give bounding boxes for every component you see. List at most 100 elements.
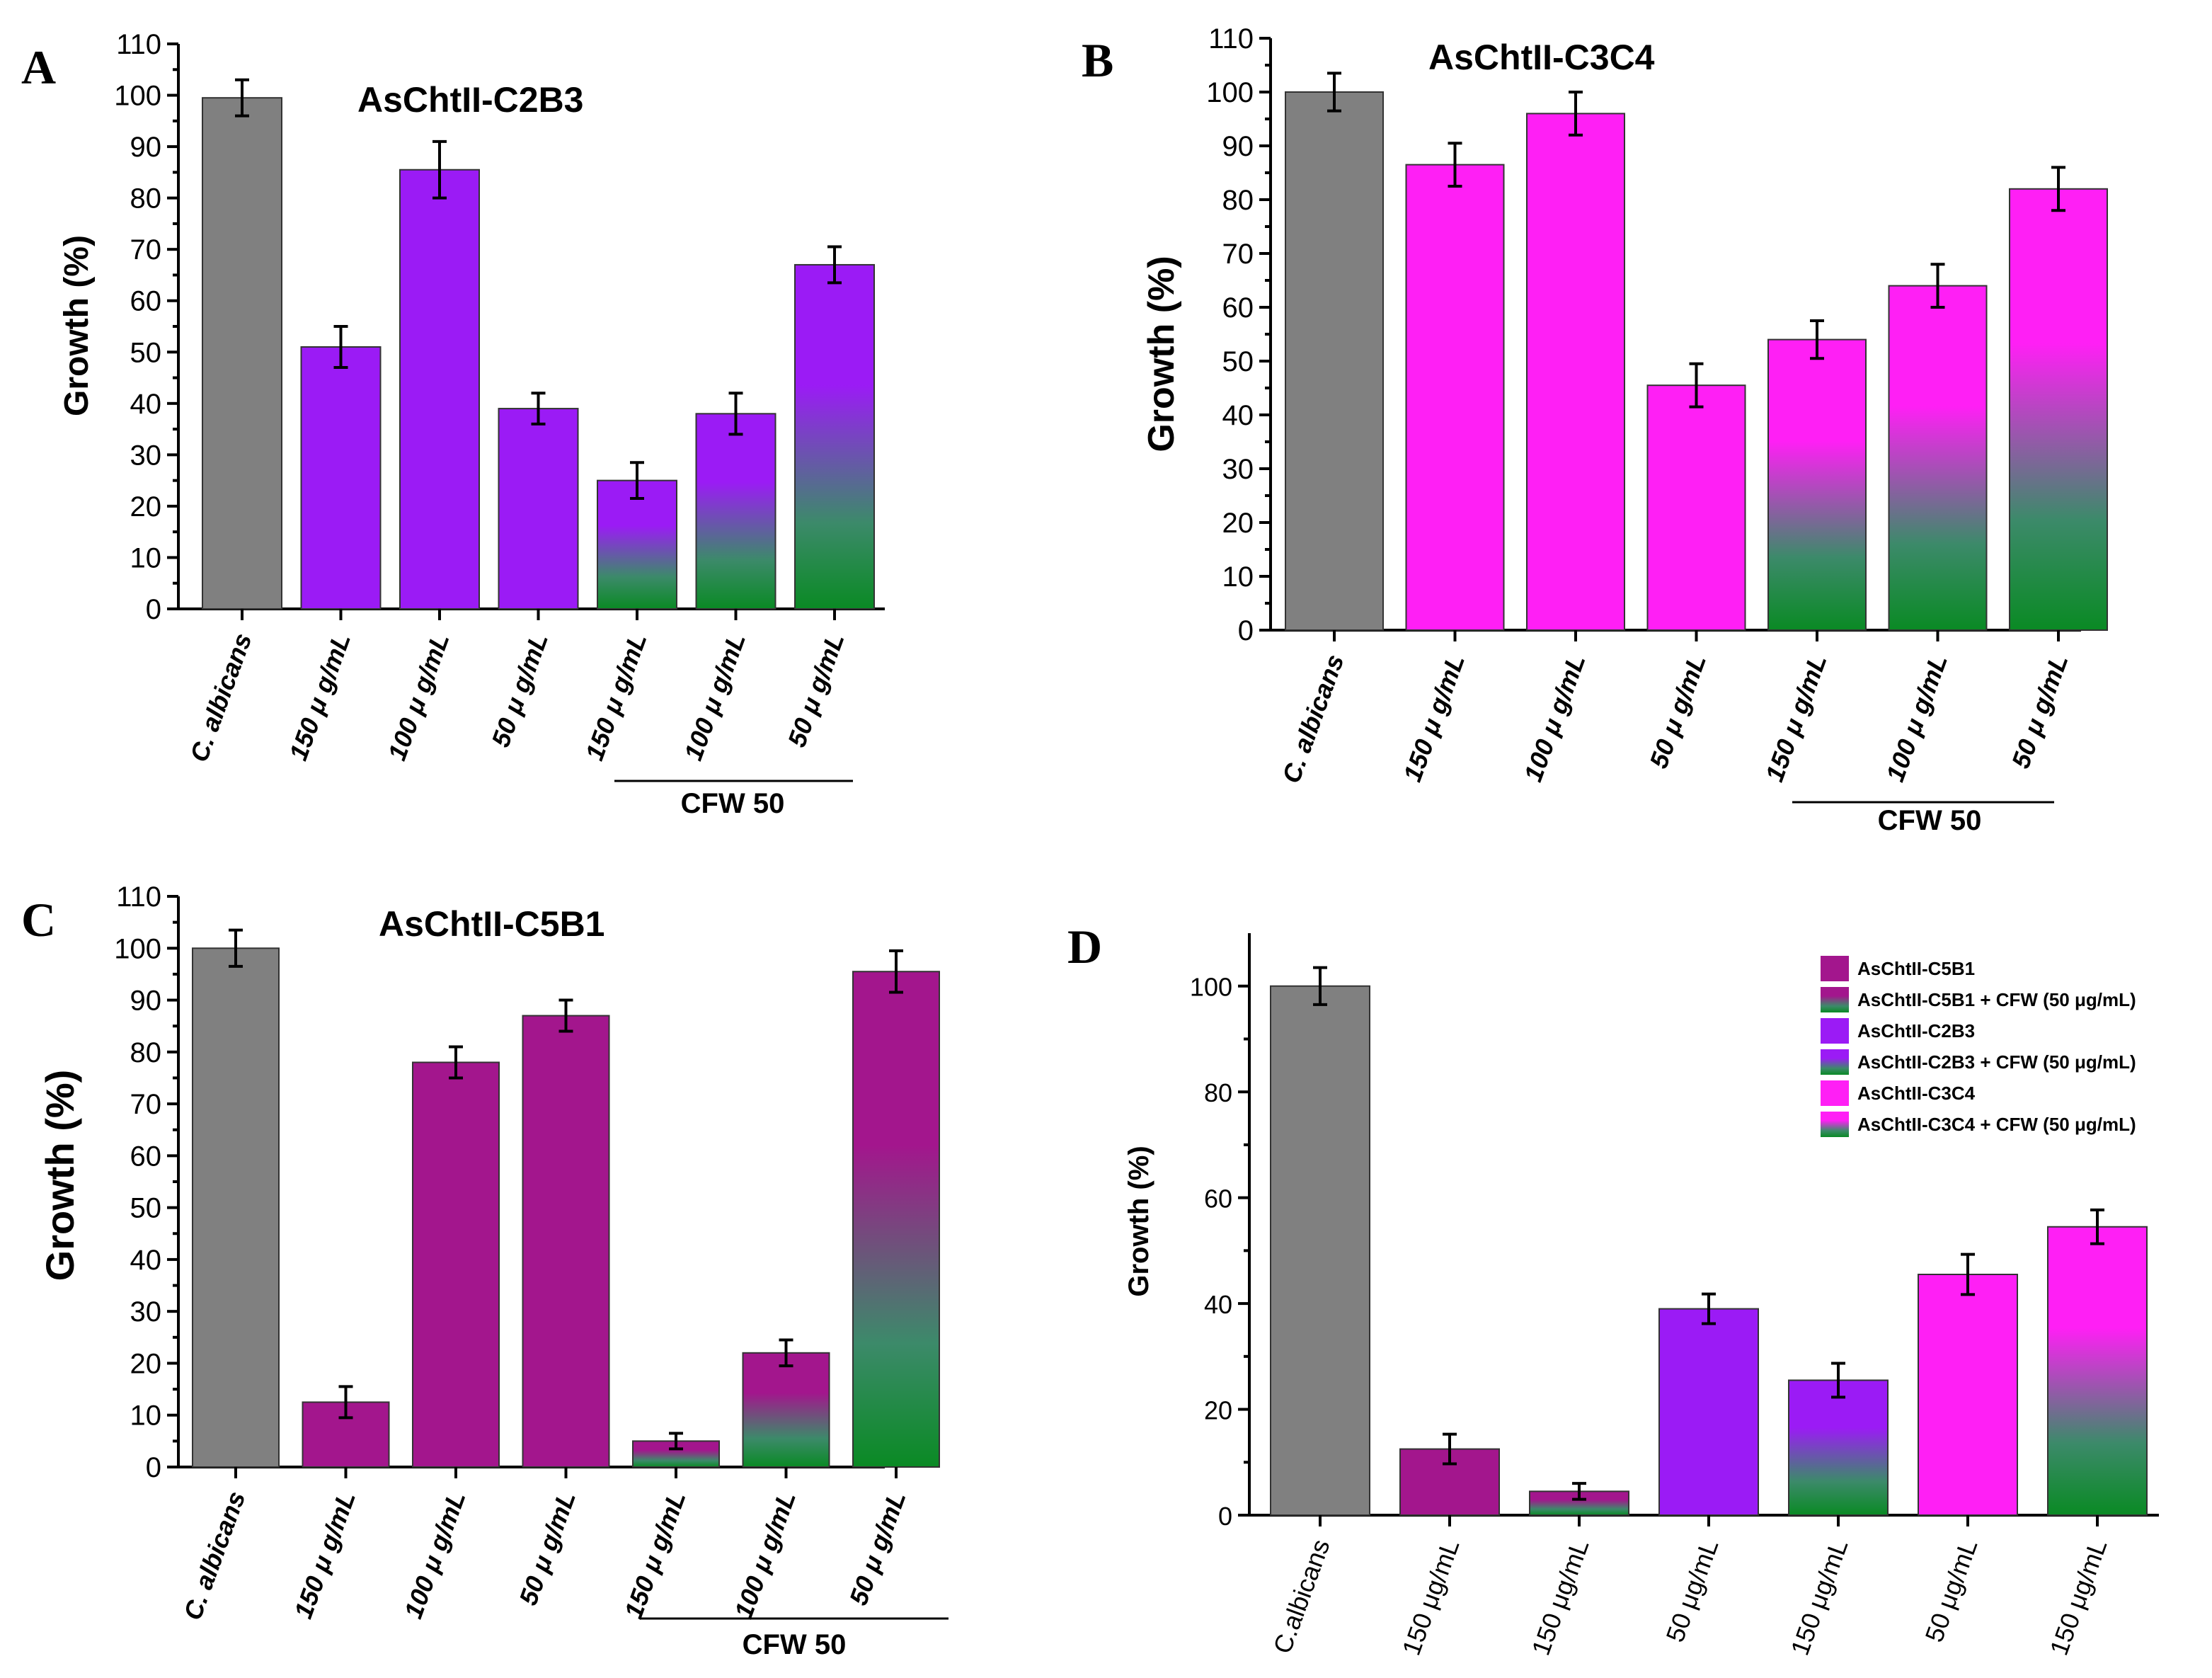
y-tick-label: 0 xyxy=(146,1452,161,1483)
panel-a-letter: A xyxy=(21,40,56,94)
bar xyxy=(2009,188,2108,631)
x-tick-label: 50 μg/mL xyxy=(1919,1536,1983,1646)
y-tick-label: 0 xyxy=(1218,1502,1232,1531)
legend-swatch xyxy=(1821,1112,1849,1137)
y-tick-label: 100 xyxy=(1190,973,1232,1002)
y-tick-label: 20 xyxy=(1222,508,1254,539)
y-tick-label: 80 xyxy=(130,183,162,215)
bar xyxy=(1270,985,1370,1516)
bar xyxy=(300,346,382,610)
bar xyxy=(1767,338,1867,631)
bar xyxy=(498,408,579,610)
bar xyxy=(794,263,875,610)
y-tick-label: 60 xyxy=(130,286,162,317)
x-tick-label: C. albicans xyxy=(1276,651,1350,787)
legend-swatch xyxy=(1821,987,1849,1012)
y-tick-label: 70 xyxy=(130,234,162,266)
y-tick-label: 50 xyxy=(130,337,162,368)
panel-a-ylabel: Growth (%) xyxy=(58,235,96,416)
panel-d-ylabel: Growth (%) xyxy=(1123,1146,1154,1296)
y-tick-label: 30 xyxy=(130,440,162,471)
bar xyxy=(742,1352,830,1468)
panel-b: B AsChtII-C3C4 Growth (%) 0 10 20 30 40 50 60 7… xyxy=(1082,23,2108,836)
y-tick-label: 110 xyxy=(1208,23,1254,55)
legend-label: AsChtII-C3C4 xyxy=(1857,1083,1976,1104)
x-tick-label: 50 μ g/mL xyxy=(1644,651,1712,772)
y-tick-label: 110 xyxy=(116,881,161,913)
x-tick-label: 100 μ g/mL xyxy=(399,1488,471,1622)
y-tick-label: 40 xyxy=(1222,400,1254,431)
panel-a-group-label: CFW 50 xyxy=(681,788,785,819)
panel-d-letter: D xyxy=(1067,920,1102,974)
x-tick-label: C. albicans xyxy=(184,629,258,766)
panel-a-title: AsChtII-C2B3 xyxy=(357,80,583,120)
y-tick-label: 70 xyxy=(1222,239,1254,270)
panel-d-legend: AsChtII-C5B1 AsChtII-C5B1 + CFW (50 μg/mL… xyxy=(1821,956,2136,1137)
x-tick-label: 100 μ g/mL xyxy=(1880,651,1953,785)
x-tick-label: 50 μ g/mL xyxy=(2006,651,2074,772)
x-tick-label: 100 μ g/mL xyxy=(728,1488,801,1622)
x-tick-label: 150 μ g/mL xyxy=(288,1488,361,1622)
bar xyxy=(522,1015,610,1468)
x-tick-label: 50 μ g/mL xyxy=(513,1488,581,1609)
panel-c-plot: 0 10 20 30 40 50 60 70 80 90 100 110 C. albicans 150 … xyxy=(114,881,949,1623)
bar xyxy=(852,971,940,1468)
bar xyxy=(1526,113,1625,631)
y-tick-label: 30 xyxy=(1222,454,1254,485)
x-tick-label: 150 μ g/mL xyxy=(283,629,356,764)
x-tick-label: 150 μg/mL xyxy=(1397,1536,1465,1660)
x-tick-label: 100 μ g/mL xyxy=(382,629,455,764)
x-tick-label: 50 μ g/mL xyxy=(486,629,554,751)
bar xyxy=(412,1061,500,1468)
y-tick-label: 80 xyxy=(130,1037,162,1068)
y-tick-label: 70 xyxy=(130,1089,162,1120)
panel-b-ylabel: Growth (%) xyxy=(1141,256,1182,452)
panel-c-group-label: CFW 50 xyxy=(743,1629,847,1660)
panel-d: D Growth (%) 0 20 40 60 80 100 C.albicans 150 μ… xyxy=(1067,920,2159,1659)
y-tick-label: 100 xyxy=(114,81,161,112)
y-tick-label: 0 xyxy=(146,594,161,625)
y-tick-label: 90 xyxy=(130,986,162,1017)
x-tick-label: 150 μ g/mL xyxy=(1760,651,1833,785)
x-tick-label: 150 μg/mL xyxy=(1785,1536,1854,1660)
legend-label: AsChtII-C5B1 + CFW (50 μg/mL) xyxy=(1857,989,2136,1010)
panel-c-title: AsChtII-C5B1 xyxy=(379,904,604,944)
y-tick-label: 60 xyxy=(1204,1185,1232,1214)
y-tick-label: 20 xyxy=(1204,1396,1232,1425)
y-tick-label: 80 xyxy=(1204,1078,1232,1107)
panel-c-letter: C xyxy=(21,893,56,947)
y-tick-label: 10 xyxy=(130,542,162,573)
x-tick-label: 150 μ g/mL xyxy=(619,1488,692,1622)
y-tick-label: 80 xyxy=(1222,185,1254,216)
y-tick-label: 60 xyxy=(1222,292,1254,324)
bar xyxy=(695,413,777,610)
legend-swatch xyxy=(1821,1049,1849,1075)
y-tick-label: 90 xyxy=(1222,131,1254,162)
bar xyxy=(1918,1273,2018,1517)
x-tick-label: 50 μ g/mL xyxy=(782,629,850,751)
legend-swatch xyxy=(1821,1080,1849,1106)
panel-b-plot: 0 10 20 30 40 50 60 70 80 90 100 110 C. albicans 150 … xyxy=(1206,23,2108,804)
panel-b-title: AsChtII-C3C4 xyxy=(1428,38,1655,77)
y-tick-label: 100 xyxy=(114,933,161,964)
y-tick-label: 50 xyxy=(1222,346,1254,377)
bar xyxy=(1405,164,1505,632)
panel-c: C AsChtII-C5B1 Growth (%) 0 10 20 30 40 50 60 7… xyxy=(21,881,949,1660)
y-tick-label: 100 xyxy=(1206,77,1254,108)
x-tick-label: 50 μg/mL xyxy=(1660,1536,1724,1646)
y-tick-label: 10 xyxy=(130,1400,162,1432)
x-tick-label: C.albicans xyxy=(1267,1536,1335,1657)
panel-d-plot: 0 20 40 60 80 100 C.albicans 150 μg/mL 150 μg/mL… xyxy=(1190,933,2159,1659)
panel-a: A AsChtII-C2B3 Growth (%) 0 10 20 30 40 50 60 7… xyxy=(21,29,885,819)
x-tick-label: 150 μg/mL xyxy=(2044,1536,2113,1660)
y-tick-label: 50 xyxy=(130,1193,162,1224)
bar xyxy=(399,169,480,610)
bar xyxy=(1788,1379,1889,1516)
legend-label: AsChtII-C5B1 xyxy=(1857,958,1975,979)
y-tick-label: 20 xyxy=(130,1348,162,1379)
y-tick-label: 60 xyxy=(130,1141,162,1172)
bar xyxy=(2047,1226,2148,1516)
y-tick-label: 90 xyxy=(130,132,162,163)
y-tick-label: 30 xyxy=(130,1296,162,1328)
